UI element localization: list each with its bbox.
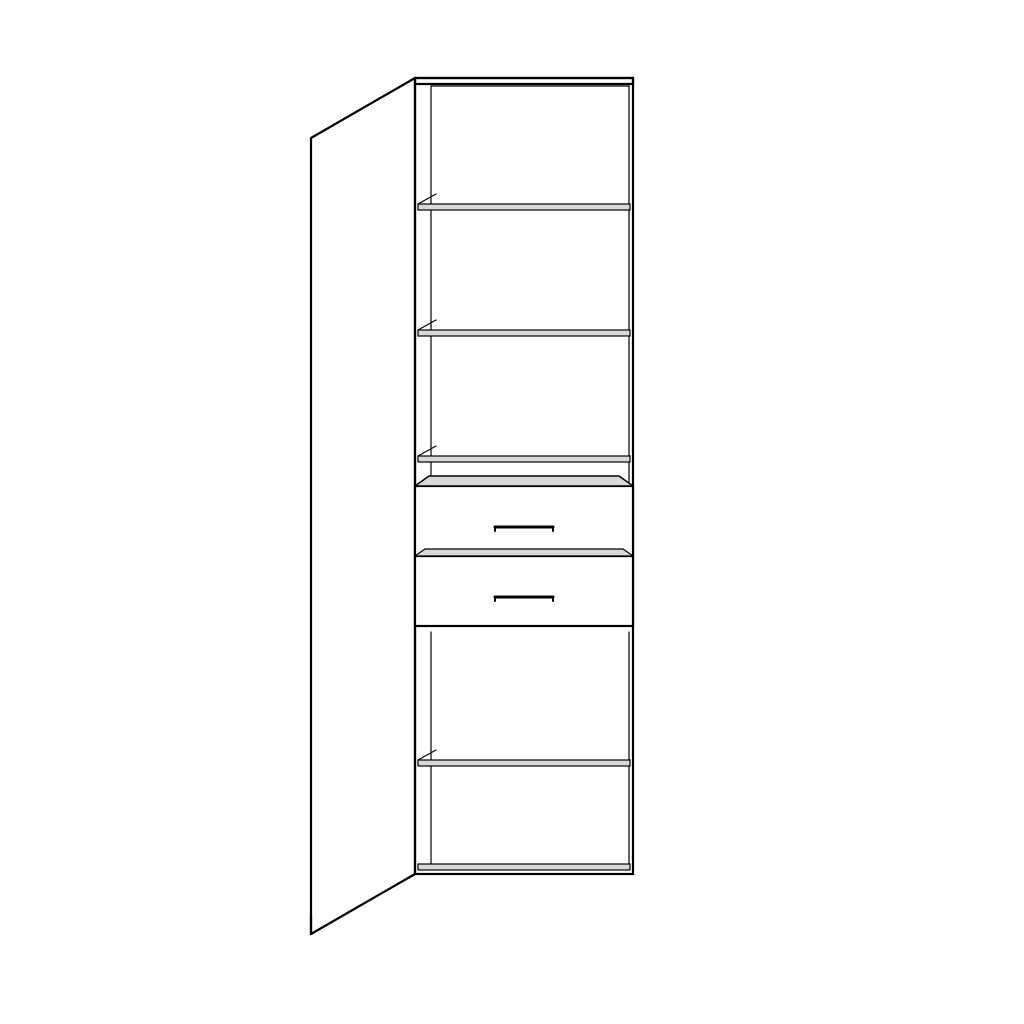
cabinet xyxy=(311,78,633,934)
